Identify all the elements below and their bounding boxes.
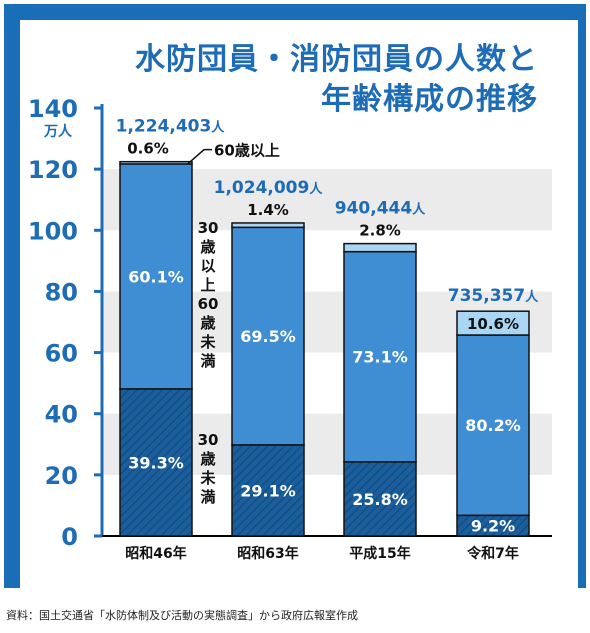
bar-segment [119, 160, 193, 165]
source-note: 資料：国土交通省「水防体制及び活動の実態調査」から政府広報室作成 [6, 609, 358, 622]
data-label: 0.6% [127, 140, 169, 158]
legend-label-mid: 満 [200, 352, 215, 370]
legend-label-mid: 60 [198, 295, 219, 313]
y-axis-unit: 万人 [43, 123, 73, 140]
bar-segment [456, 334, 530, 517]
y-tick-label: 60 [45, 340, 78, 368]
chart-title-line-2: 年齢構成の推移 [321, 82, 538, 117]
data-label: 9.2% [471, 517, 515, 536]
legend-label-under30: 歳 [200, 450, 215, 468]
data-label: 39.3% [128, 453, 184, 472]
bar-segment [231, 226, 305, 446]
legend-label-under30: 満 [200, 488, 215, 506]
bar-segment [231, 444, 305, 537]
legend-label-mid: 未 [199, 333, 216, 351]
category-label: 平成15年 [349, 545, 410, 562]
category-label: 令和7年 [466, 545, 519, 562]
bar-segment [343, 242, 417, 253]
data-label: 69.5% [240, 327, 296, 346]
data-label: 73.1% [352, 348, 408, 367]
legend-label-mid: 30 [198, 219, 219, 237]
data-label: 2.8% [359, 222, 401, 240]
y-tick-label: 120 [28, 156, 78, 184]
total-label: 1,224,403人 [116, 117, 226, 137]
data-label: 10.6% [467, 315, 519, 333]
data-label: 60.1% [128, 267, 184, 286]
legend-label-mid: 以 [200, 257, 215, 275]
bar-segment [119, 388, 193, 537]
bar-segment [119, 163, 193, 390]
legend-label-under30: 30 [198, 431, 219, 449]
y-tick-label: 40 [45, 401, 78, 429]
legend-label-over60: 60歳以上 [214, 142, 280, 160]
y-tick-label: 80 [45, 278, 78, 306]
chart-title-line-1: 水防団員・消防団員の人数と [135, 42, 538, 77]
category-label: 昭和46年 [125, 545, 186, 562]
legend-label-mid: 歳 [200, 238, 215, 256]
total-label: 940,444人 [335, 199, 426, 219]
bar-segment [231, 222, 305, 229]
data-label: 80.2% [465, 416, 521, 435]
total-label: 1,024,009人 [214, 178, 324, 198]
legend-label-mid: 上 [200, 276, 215, 294]
legend-label-under30: 未 [199, 469, 216, 487]
legend-leader-line [187, 148, 212, 165]
y-tick-label: 20 [45, 462, 78, 490]
total-label: 735,357人 [448, 286, 539, 306]
data-label: 1.4% [247, 201, 289, 219]
data-label: 29.1% [240, 481, 296, 500]
data-label: 25.8% [352, 490, 408, 509]
bar-segment [456, 310, 530, 336]
legend-label-mid: 歳 [200, 314, 215, 332]
category-label: 昭和63年 [237, 545, 298, 562]
bar-segment [343, 250, 417, 463]
y-tick-label: 140 [28, 95, 78, 123]
y-tick-label: 0 [61, 523, 78, 551]
y-tick-label: 100 [28, 217, 78, 245]
